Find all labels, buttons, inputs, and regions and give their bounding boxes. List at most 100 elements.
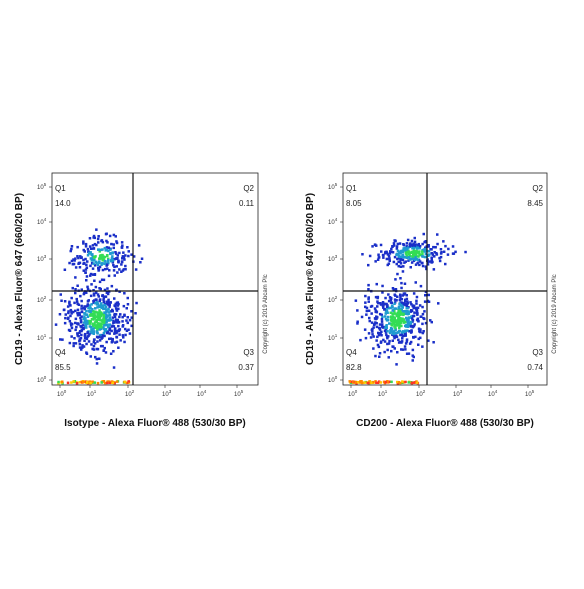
event-dot	[424, 240, 428, 244]
event-dot	[95, 243, 98, 247]
event-dot	[111, 324, 114, 327]
event-dot	[103, 303, 106, 307]
event-dot	[96, 313, 100, 316]
event-dot	[92, 316, 95, 320]
event-dot	[113, 304, 116, 307]
event-dot	[395, 335, 399, 339]
event-dot	[94, 326, 97, 329]
event-dot	[401, 255, 404, 258]
event-dot	[417, 337, 420, 341]
event-dot	[98, 257, 102, 260]
event-dot	[403, 282, 407, 285]
event-dot	[94, 298, 98, 301]
event-dot	[122, 251, 125, 254]
event-dot	[92, 338, 96, 341]
event-dot	[367, 297, 370, 300]
event-dot	[93, 301, 97, 305]
event-dot	[380, 250, 383, 253]
event-dot	[121, 334, 125, 337]
event-dot	[406, 238, 410, 242]
event-dot	[411, 247, 414, 250]
event-dot	[418, 244, 422, 248]
event-dot	[70, 312, 73, 315]
event-dot	[385, 308, 388, 311]
event-dot	[80, 328, 84, 332]
event-dot	[108, 269, 111, 272]
event-dot	[106, 380, 110, 383]
event-dot	[409, 257, 413, 261]
event-dot	[370, 328, 374, 332]
event-dot	[399, 293, 402, 296]
event-dot	[115, 321, 119, 324]
event-dot	[363, 381, 366, 384]
event-dot	[126, 246, 129, 249]
event-dot	[125, 319, 128, 322]
event-dot	[401, 348, 405, 351]
tick-base: 10	[37, 257, 44, 263]
event-dot	[409, 322, 413, 325]
event-dot	[396, 257, 399, 261]
event-dot	[86, 303, 90, 306]
event-dot	[435, 253, 439, 256]
event-dot	[404, 309, 407, 313]
event-dot	[430, 256, 433, 260]
event-dot	[382, 338, 385, 342]
event-dot	[406, 300, 409, 303]
event-dot	[102, 326, 105, 329]
event-dot	[104, 267, 107, 271]
event-dot	[387, 262, 391, 265]
event-dot	[421, 252, 424, 256]
event-dot	[410, 309, 414, 312]
event-dot	[416, 313, 419, 316]
event-dot	[108, 323, 112, 326]
event-dot	[79, 319, 83, 322]
event-dot	[385, 335, 389, 338]
event-dot	[392, 315, 395, 319]
event-dot	[115, 252, 118, 255]
event-dot	[386, 380, 389, 383]
event-dot	[409, 266, 412, 269]
event-dot	[399, 313, 403, 316]
event-dot	[393, 312, 397, 315]
event-dot	[107, 311, 111, 314]
event-dot	[104, 295, 108, 298]
quadrant-value: 0.11	[239, 199, 255, 208]
event-dot	[80, 288, 83, 291]
event-dot	[382, 306, 385, 309]
event-dot	[378, 302, 382, 305]
event-dot	[73, 301, 76, 305]
event-dot	[405, 352, 409, 355]
event-dot	[411, 257, 414, 260]
event-dot	[378, 327, 382, 330]
event-dot	[106, 248, 109, 252]
event-dot	[410, 315, 413, 318]
tick-base: 10	[416, 392, 423, 398]
event-dot	[101, 240, 105, 244]
event-dot	[111, 381, 115, 385]
event-dot	[95, 316, 99, 319]
event-dot	[103, 295, 106, 298]
event-dot	[93, 242, 97, 246]
event-dot	[412, 314, 415, 318]
event-dot	[393, 321, 396, 324]
event-dot	[123, 314, 126, 317]
event-dot	[405, 254, 408, 257]
event-dot	[114, 302, 117, 306]
event-dot	[81, 324, 85, 327]
tick-exponent: 0	[44, 375, 47, 380]
event-dot	[97, 266, 100, 270]
event-dot	[103, 381, 107, 385]
event-dot	[442, 250, 446, 253]
event-dot	[110, 242, 113, 246]
event-dot	[107, 274, 111, 278]
event-dot	[393, 298, 397, 301]
y-tick-label: 102	[328, 295, 338, 304]
event-dot	[421, 255, 425, 258]
event-dot	[110, 329, 113, 333]
event-dot	[405, 323, 408, 327]
event-dot	[72, 262, 76, 266]
event-dot	[117, 328, 121, 332]
event-dot	[97, 325, 100, 328]
event-dot	[433, 251, 436, 254]
event-dot	[398, 317, 401, 320]
